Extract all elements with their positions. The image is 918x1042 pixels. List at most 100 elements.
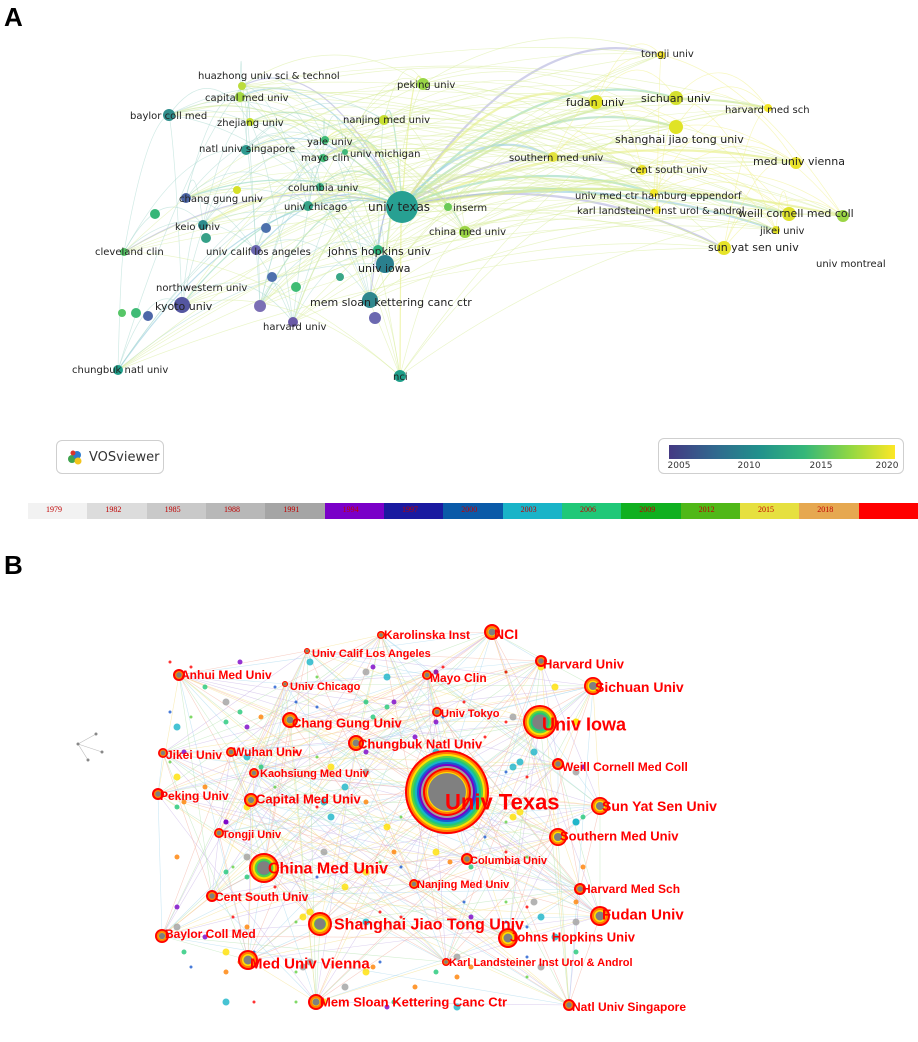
network-node[interactable] xyxy=(86,758,90,762)
network-node[interactable] xyxy=(399,815,403,819)
network-node[interactable] xyxy=(315,675,319,679)
network-node[interactable] xyxy=(548,152,558,162)
network-node[interactable] xyxy=(459,226,471,238)
network-node[interactable] xyxy=(669,120,683,134)
network-node[interactable] xyxy=(174,297,190,313)
network-node[interactable] xyxy=(650,189,658,197)
network-node[interactable] xyxy=(173,723,181,731)
network-node[interactable] xyxy=(198,220,208,230)
network-node[interactable] xyxy=(412,734,418,740)
network-node[interactable] xyxy=(468,864,474,870)
network-node[interactable] xyxy=(504,820,508,824)
network-node[interactable] xyxy=(504,720,508,724)
network-node[interactable] xyxy=(537,963,545,971)
network-node[interactable] xyxy=(417,78,429,90)
network-node[interactable] xyxy=(572,768,580,776)
network-node[interactable] xyxy=(173,773,181,781)
network-node[interactable] xyxy=(223,719,229,725)
network-node[interactable] xyxy=(383,823,391,831)
network-node[interactable] xyxy=(299,963,307,971)
network-node[interactable] xyxy=(113,365,123,375)
network-node-core[interactable] xyxy=(283,682,287,686)
network-node[interactable] xyxy=(181,193,191,203)
network-node[interactable] xyxy=(782,207,796,221)
network-node[interactable] xyxy=(454,974,460,980)
network-node[interactable] xyxy=(327,763,335,771)
network-node[interactable] xyxy=(291,282,301,292)
network-node[interactable] xyxy=(223,869,229,875)
network-node[interactable] xyxy=(223,819,229,825)
network-node[interactable] xyxy=(412,984,418,990)
network-node[interactable] xyxy=(336,273,344,281)
network-node[interactable] xyxy=(341,783,349,791)
network-node-core[interactable] xyxy=(257,861,271,875)
network-node[interactable] xyxy=(453,953,461,961)
network-node[interactable] xyxy=(341,983,349,991)
network-node[interactable] xyxy=(362,868,370,876)
network-node[interactable] xyxy=(363,749,369,755)
network-node[interactable] xyxy=(441,665,445,669)
network-node[interactable] xyxy=(453,1003,461,1011)
network-node-core[interactable] xyxy=(312,998,320,1006)
network-node[interactable] xyxy=(837,210,849,222)
network-node[interactable] xyxy=(94,732,98,736)
network-node[interactable] xyxy=(764,104,772,112)
network-node-core[interactable] xyxy=(314,918,326,930)
network-node[interactable] xyxy=(394,370,406,382)
network-node-core[interactable] xyxy=(158,932,166,940)
network-node[interactable] xyxy=(363,699,369,705)
network-node-core[interactable] xyxy=(160,750,166,756)
network-node[interactable] xyxy=(509,813,517,821)
network-node[interactable] xyxy=(168,710,172,714)
network-node[interactable] xyxy=(441,715,445,719)
network-node[interactable] xyxy=(572,718,580,726)
network-node-core[interactable] xyxy=(503,933,513,943)
network-node[interactable] xyxy=(362,968,370,976)
network-node[interactable] xyxy=(261,223,271,233)
network-node[interactable] xyxy=(537,913,545,921)
network-node[interactable] xyxy=(231,915,235,919)
network-node[interactable] xyxy=(653,206,661,214)
network-node[interactable] xyxy=(391,699,397,705)
network-node[interactable] xyxy=(444,203,452,211)
network-node[interactable] xyxy=(238,82,246,90)
network-node[interactable] xyxy=(251,245,261,255)
network-node[interactable] xyxy=(315,755,319,759)
network-node[interactable] xyxy=(320,848,328,856)
network-node[interactable] xyxy=(504,770,508,774)
network-node[interactable] xyxy=(306,658,314,666)
network-node-core[interactable] xyxy=(595,911,605,921)
network-node[interactable] xyxy=(384,704,390,710)
network-node-core[interactable] xyxy=(553,832,563,842)
network-node[interactable] xyxy=(315,705,319,709)
network-node[interactable] xyxy=(637,165,647,175)
network-node[interactable] xyxy=(273,785,277,789)
network-node[interactable] xyxy=(525,925,529,929)
network-node[interactable] xyxy=(378,860,382,864)
network-node[interactable] xyxy=(462,900,466,904)
network-node[interactable] xyxy=(483,835,487,839)
network-node[interactable] xyxy=(530,898,538,906)
network-node[interactable] xyxy=(509,763,517,771)
network-node[interactable] xyxy=(100,750,104,754)
network-node[interactable] xyxy=(294,1000,298,1004)
network-node[interactable] xyxy=(580,864,586,870)
network-node-core[interactable] xyxy=(379,633,383,637)
network-node-core[interactable] xyxy=(411,881,417,887)
network-node[interactable] xyxy=(174,904,180,910)
network-node[interactable] xyxy=(447,859,453,865)
network-node[interactable] xyxy=(201,233,211,243)
network-node[interactable] xyxy=(433,669,439,675)
network-node[interactable] xyxy=(669,91,683,105)
network-node[interactable] xyxy=(168,660,172,664)
network-node-core[interactable] xyxy=(176,672,182,678)
network-node-core[interactable] xyxy=(216,830,222,836)
network-node[interactable] xyxy=(525,775,529,779)
network-node[interactable] xyxy=(516,808,524,816)
network-node[interactable] xyxy=(551,933,559,941)
network-node[interactable] xyxy=(717,241,731,255)
network-node[interactable] xyxy=(362,768,370,776)
network-node[interactable] xyxy=(120,248,128,256)
network-node[interactable] xyxy=(376,255,394,273)
network-node[interactable] xyxy=(379,115,389,125)
